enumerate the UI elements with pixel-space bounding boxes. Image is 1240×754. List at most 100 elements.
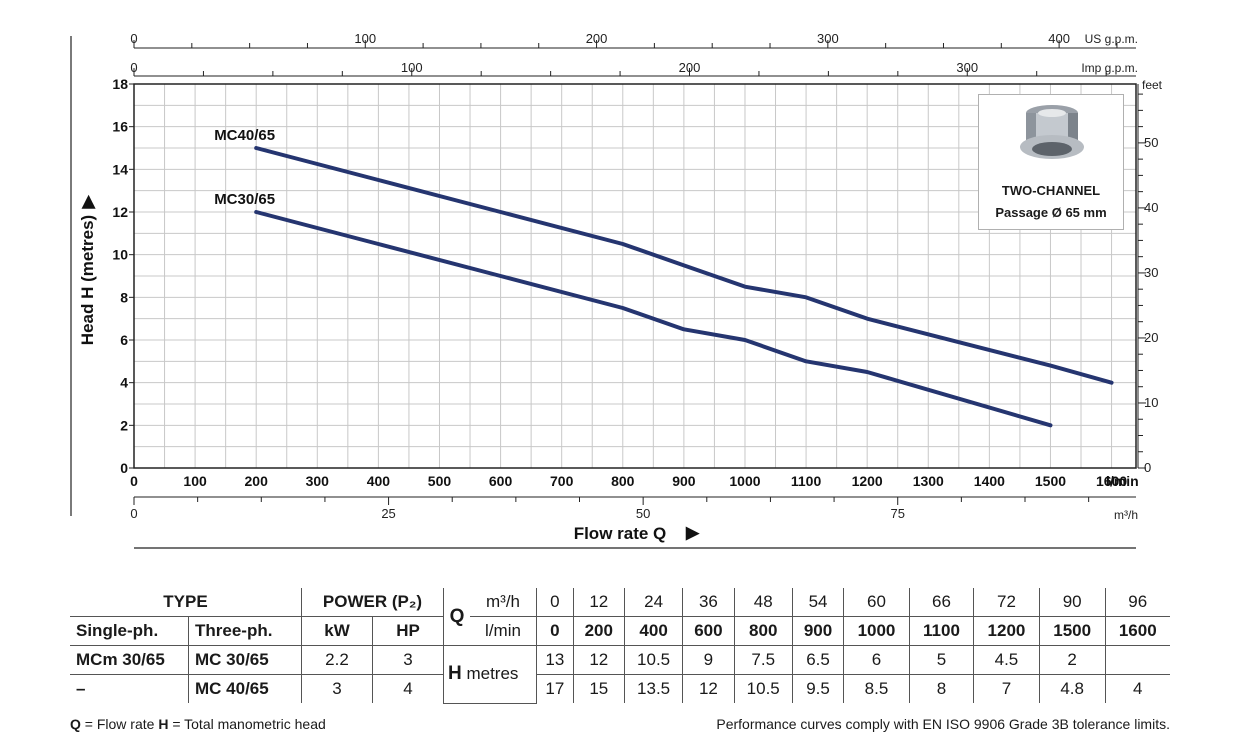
three-ph-model: MC 40/65 xyxy=(188,674,302,703)
m3h-cell: 72 xyxy=(973,588,1040,617)
power-header: POWER (P₂) xyxy=(301,588,444,617)
single-ph-header: Single-ph. xyxy=(70,616,189,646)
imp-gpm-axis-tick-label: 200 xyxy=(679,60,701,75)
h-label: H xyxy=(448,663,462,685)
x-tick-label: 1600 xyxy=(1096,473,1127,489)
x-tick-label: 700 xyxy=(550,473,574,489)
footer-q-def: = Flow rate xyxy=(80,716,159,732)
x-tick-label: 0 xyxy=(130,473,138,489)
single-ph-model: MCm 30/65 xyxy=(70,645,189,675)
h-cell: 4.8 xyxy=(1038,674,1106,703)
lmin-cell: 1000 xyxy=(843,616,910,646)
feet-tick-label: 10 xyxy=(1144,395,1158,410)
single-ph-model: – xyxy=(70,674,189,703)
lmin-cell: 900 xyxy=(791,616,845,646)
x-tick-label: 900 xyxy=(672,473,696,489)
us-gpm-axis-tick-label: 400 xyxy=(1048,31,1070,46)
m3h-axis-tick-label: 0 xyxy=(130,506,137,521)
y-tick-label: 18 xyxy=(112,76,128,92)
m3h-cell: 36 xyxy=(682,588,735,617)
three-ph-header: Three-ph. xyxy=(188,616,302,646)
h-cell: 5 xyxy=(908,645,975,675)
h-cell: 9 xyxy=(682,645,735,675)
table-row: – MC 40/65 3 4 17 15 13.5 12 10.5 9.5 8.… xyxy=(70,674,1170,703)
lmin-cell: 1100 xyxy=(908,616,975,646)
h-cell: 15 xyxy=(572,674,625,703)
h-cell: 6 xyxy=(843,645,910,675)
footer-q-abbr: Q xyxy=(70,716,81,732)
h-cell: 13.5 xyxy=(623,674,684,703)
x-tick-label: 1300 xyxy=(913,473,944,489)
h-cell: 12 xyxy=(572,645,625,675)
lmin-cell: 800 xyxy=(733,616,793,646)
x-tick-label: 100 xyxy=(183,473,207,489)
x-tick-label: 600 xyxy=(489,473,513,489)
x-tick-label: 1200 xyxy=(852,473,883,489)
h-cell: 10.5 xyxy=(623,645,684,675)
x-axis-arrow-icon: ▶ xyxy=(685,523,700,542)
x-tick-label: 1400 xyxy=(974,473,1005,489)
q-label: Q xyxy=(443,588,470,646)
m3h-cell: 12 xyxy=(572,588,625,617)
m3h-cell: 24 xyxy=(623,588,684,617)
feet-tick-label: 0 xyxy=(1144,460,1151,475)
lmin-cell: 1500 xyxy=(1038,616,1106,646)
type-header: TYPE xyxy=(70,588,302,617)
kw-value: 2.2 xyxy=(301,645,373,675)
y-tick-label: 4 xyxy=(120,375,128,391)
kw-header: kW xyxy=(301,616,373,646)
h-cell xyxy=(1104,645,1170,675)
x-tick-label: 1100 xyxy=(791,473,822,489)
m3h-axis-tick-label: 50 xyxy=(636,506,650,521)
series-label: MC30/65 xyxy=(214,191,275,208)
plot-frame xyxy=(133,83,1137,469)
h-cell: 10.5 xyxy=(733,674,793,703)
kw-value: 3 xyxy=(301,674,373,703)
x-tick-label: 1500 xyxy=(1035,473,1066,489)
x-tick-label: 400 xyxy=(367,473,391,489)
y-tick-label: 10 xyxy=(112,247,128,263)
impeller-inset: TWO-CHANNEL Passage Ø 65 mm xyxy=(978,94,1124,230)
y-tick-label: 14 xyxy=(112,161,128,177)
chart-labels: Head H (metres) ▶ Flow rate Q ▶ MC40/65 M… xyxy=(78,127,700,543)
x-tick-label: 200 xyxy=(245,473,269,489)
x-axis-label: Flow rate Q xyxy=(574,524,667,543)
series-line-mc3065 xyxy=(254,210,1053,428)
m3h-cell: 66 xyxy=(908,588,975,617)
series-line-mc4065 xyxy=(254,146,1114,385)
x-tick-label: 300 xyxy=(306,473,330,489)
us-gpm-axis-tick-label: 100 xyxy=(354,31,376,46)
us-gpm-axis-tick-label: 300 xyxy=(817,31,839,46)
table-header-row: TYPE POWER (P₂) Q m³/h 0 12 24 36 48 54 … xyxy=(70,588,1170,646)
footer-legend: Q = Flow rate H = Total manometric head xyxy=(70,716,326,732)
h-cell: 12 xyxy=(682,674,735,703)
y-axis-arrow-icon: ▶ xyxy=(78,195,97,210)
inset-line-2: Passage Ø 65 mm xyxy=(995,205,1107,220)
h-label-cell: H metres xyxy=(443,645,537,704)
lmin-cell: 1200 xyxy=(973,616,1040,646)
y-tick-label: 12 xyxy=(112,204,128,220)
h-cell: 8 xyxy=(908,674,975,703)
footer-h-def: = Total manometric head xyxy=(168,716,326,732)
x-tick-label: 500 xyxy=(428,473,452,489)
h-cell: 7 xyxy=(973,674,1040,703)
hp-header: HP xyxy=(372,616,444,646)
m3h-label: m³/h xyxy=(470,588,537,617)
y-tick-label: 16 xyxy=(112,119,128,135)
y-tick-label: 0 xyxy=(120,460,128,476)
footer-note: Performance curves comply with EN ISO 99… xyxy=(716,716,1170,732)
h-cell: 4 xyxy=(1104,674,1170,703)
performance-table: TYPE POWER (P₂) Q m³/h 0 12 24 36 48 54 … xyxy=(70,588,1170,704)
m3h-cell: 90 xyxy=(1038,588,1106,617)
m3h-cell: 48 xyxy=(733,588,793,617)
chart-grid xyxy=(134,84,1136,468)
x-tick-label: 800 xyxy=(611,473,635,489)
lmin-cell: 400 xyxy=(623,616,684,646)
y-tick-label: 2 xyxy=(120,417,128,433)
table-row: MCm 30/65 MC 30/65 2.2 3 H metres 13 12 … xyxy=(70,645,1170,704)
feet-tick-label: 40 xyxy=(1144,200,1158,215)
chart-series xyxy=(254,146,1114,428)
x-tick-label: 1000 xyxy=(729,473,760,489)
table-subheader-row: Single-ph. Three-ph. kW HP l/min 0 200 4… xyxy=(70,616,1170,646)
